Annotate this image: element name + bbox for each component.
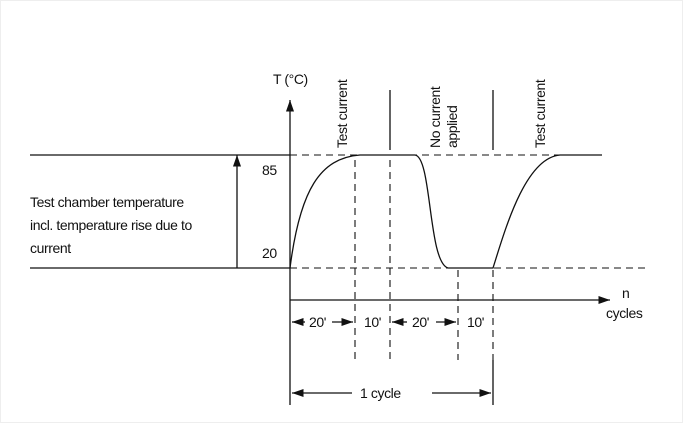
cycle-label: 1 cycle (360, 385, 401, 401)
x-axis-label: n (622, 285, 629, 301)
duration: 20' (309, 314, 326, 330)
y-value: 85 (262, 162, 277, 178)
note: incl. temperature rise due to (30, 217, 193, 233)
note: current (30, 240, 71, 256)
phase-label: No current (427, 86, 443, 148)
x-axis-label: cycles (606, 305, 643, 321)
note: Test chamber temperature (30, 194, 184, 210)
y-value: 20 (262, 245, 277, 261)
temperature-curve (289, 154, 602, 269)
duration: 10' (467, 314, 484, 330)
phase-label: applied (444, 106, 460, 148)
y-axis-label: T (°C) (273, 71, 308, 87)
phase-label: Test current (532, 79, 548, 148)
phase-label: Test current (334, 79, 350, 148)
duration: 20' (412, 314, 429, 330)
duration: 10' (364, 314, 381, 330)
